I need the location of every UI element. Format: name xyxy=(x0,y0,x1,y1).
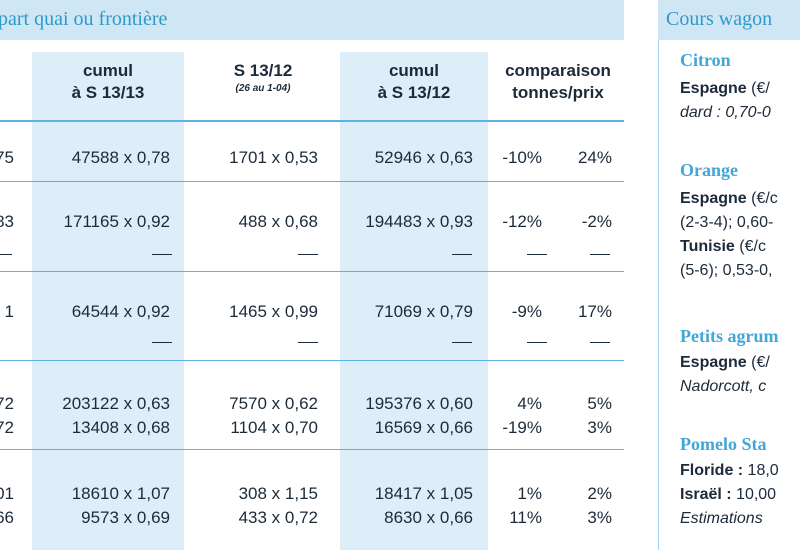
table-cell: 72 xyxy=(0,394,14,413)
table-cell: 83 xyxy=(0,212,14,231)
cumul-2012-column-shade xyxy=(340,52,488,550)
table-cell: 3% xyxy=(587,418,612,437)
empty-dash xyxy=(152,342,172,343)
empty-dash xyxy=(298,342,318,343)
pomelo-line-3: Estimations xyxy=(680,510,763,527)
table-cell: -12% xyxy=(502,212,542,231)
side-panel: Citron Espagne (€/ dard : 0,70-0 Orange … xyxy=(658,40,800,550)
empty-dash xyxy=(452,342,472,343)
side-panel-border xyxy=(658,40,659,550)
table-cell: 66 xyxy=(0,508,14,527)
table-cell: 64544 x 0,92 xyxy=(71,302,170,321)
column-header-week-2012: S 13/12 (26 au 1-04) xyxy=(233,61,293,94)
table-cell: -9% xyxy=(511,302,542,321)
table-cell: 18417 x 1,05 xyxy=(374,484,473,503)
empty-dash xyxy=(590,342,610,343)
table-cell: 8630 x 0,66 xyxy=(384,508,473,527)
table-cell: 5% xyxy=(587,394,612,413)
table-cell: 72 xyxy=(0,418,14,437)
empty-dash xyxy=(590,254,610,255)
table-cell: 17% xyxy=(577,302,612,321)
header-rule xyxy=(0,120,624,122)
table-cell: 24% xyxy=(577,148,612,167)
table-cell: 7570 x 0,62 xyxy=(229,394,318,413)
empty-dash xyxy=(152,254,172,255)
table-cell: 9573 x 0,69 xyxy=(81,508,170,527)
table-cell: 18610 x 1,07 xyxy=(71,484,170,503)
orange-line-3: Tunisie (€/c xyxy=(680,238,766,255)
citron-line-2: dard : 0,70-0 xyxy=(680,104,771,121)
table-cell: 194483 x 0,93 xyxy=(365,212,473,231)
table-cell: -10% xyxy=(502,148,542,167)
row-divider xyxy=(0,449,624,450)
section-heading-citron: Citron xyxy=(680,50,731,70)
table-cell: 11% xyxy=(509,508,542,527)
table-cell: -2% xyxy=(581,212,612,231)
section-heading-petits-agrumes: Petits agrum xyxy=(680,326,779,346)
side-title: Cours wagon xyxy=(666,8,773,30)
table-cell: 75 xyxy=(0,148,14,167)
row-divider xyxy=(0,360,624,361)
column-header-comparison: comparaison tonnes/prix xyxy=(505,61,611,102)
orange-line-4: (5-6); 0,53-0, xyxy=(680,262,773,279)
petits-line-1: Espagne (€/ xyxy=(680,354,770,371)
table-cell: 195376 x 0,60 xyxy=(365,394,473,413)
orange-line-1: Espagne (€/c xyxy=(680,190,778,207)
column-header-0: ) xyxy=(0,60,10,96)
table-cell: 203122 x 0,63 xyxy=(62,394,170,413)
section-heading-orange: Orange xyxy=(680,160,738,180)
table-cell: 1 xyxy=(4,302,14,321)
table-cell: 13408 x 0,68 xyxy=(71,418,170,437)
table-cell: 4% xyxy=(517,394,542,413)
empty-dash xyxy=(298,254,318,255)
table-cell: 1% xyxy=(517,484,542,503)
empty-dash xyxy=(0,254,12,255)
table-cell: 3% xyxy=(587,508,612,527)
row-divider xyxy=(0,271,624,272)
petits-line-2: Nadorcott, c xyxy=(680,378,767,395)
orange-line-2: (2-3-4); 0,60- xyxy=(680,214,774,231)
empty-dash xyxy=(452,254,472,255)
table-cell: 1465 x 0,99 xyxy=(229,302,318,321)
table-cell: 71069 x 0,79 xyxy=(374,302,473,321)
table-cell: 1701 x 0,53 xyxy=(229,148,318,167)
table-title: part quai ou frontière xyxy=(0,8,168,30)
empty-dash xyxy=(527,254,547,255)
column-header-cumul-2012: cumul à S 13/12 xyxy=(377,61,451,102)
table-cell: 1104 x 0,70 xyxy=(230,418,318,437)
empty-dash xyxy=(527,342,547,343)
table-cell: -19% xyxy=(502,418,542,437)
table-cell: 47588 x 0,78 xyxy=(71,148,170,167)
pomelo-line-1: Floride : 18,0 xyxy=(680,462,779,479)
table-cell: 16569 x 0,66 xyxy=(374,418,473,437)
cumul-2013-column-shade xyxy=(32,52,184,550)
table-cell: 308 x 1,15 xyxy=(238,484,318,503)
citron-line-1: Espagne (€/ xyxy=(680,80,770,97)
table-cell: 171165 x 0,92 xyxy=(63,212,171,231)
table-cell: 488 x 0,68 xyxy=(238,212,318,231)
section-heading-pomelo: Pomelo Sta xyxy=(680,434,767,454)
row-divider xyxy=(0,181,624,182)
pomelo-line-2: Israël : 10,00 xyxy=(680,486,777,503)
table-cell: 433 x 0,72 xyxy=(238,508,318,527)
table-cell: 52946 x 0,63 xyxy=(374,148,473,167)
table-cell: 01 xyxy=(0,484,14,503)
table-title-bar: part quai ou frontière xyxy=(0,0,624,40)
column-header-cumul-2013: cumul à S 13/13 xyxy=(71,61,145,102)
side-title-bar: Cours wagon xyxy=(658,0,800,40)
table-cell: 2% xyxy=(587,484,612,503)
